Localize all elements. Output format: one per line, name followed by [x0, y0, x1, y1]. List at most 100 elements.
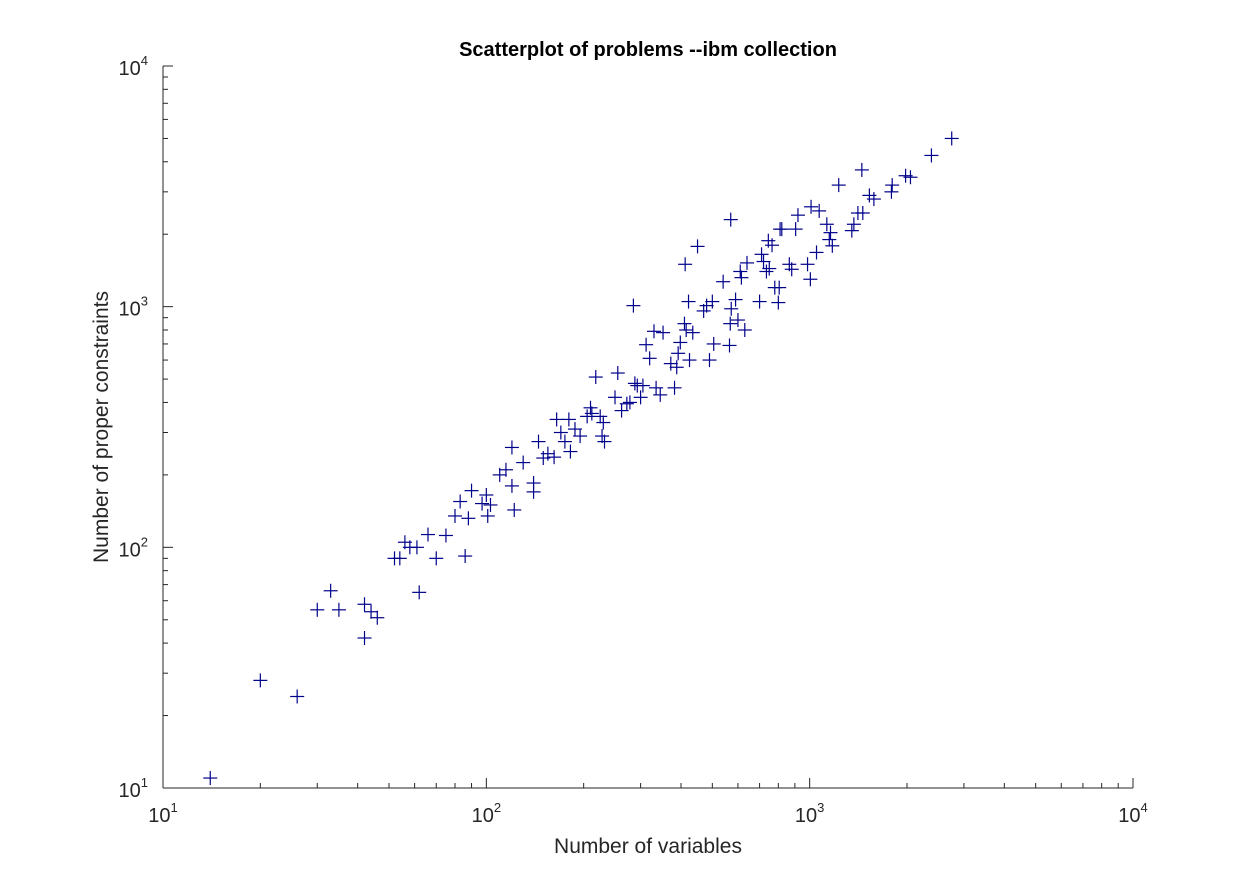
x-tick-label: 102 [472, 800, 501, 827]
data-point [593, 409, 608, 424]
data-point [584, 406, 599, 421]
data-point [504, 478, 519, 493]
data-point [696, 303, 711, 318]
data-point [667, 380, 682, 395]
data-point [669, 360, 684, 375]
data-point [822, 232, 837, 247]
data-point [790, 208, 805, 223]
data-point [733, 264, 748, 279]
data-point [290, 689, 305, 704]
data-point [774, 222, 789, 237]
data-point [844, 223, 859, 238]
data-point [331, 602, 346, 617]
data-point [681, 294, 696, 309]
data-point [804, 199, 819, 214]
data-point [547, 450, 562, 465]
data-point [812, 203, 827, 218]
data-point [679, 322, 694, 337]
data-point [754, 247, 769, 262]
data-point [563, 444, 578, 459]
data-point [635, 378, 650, 393]
axis-tick-labels: 101 102 103 104 101 102 103 104 [119, 53, 1148, 827]
data-point [597, 434, 612, 449]
data-point [730, 313, 745, 328]
data-point [253, 673, 268, 688]
data-point [690, 239, 705, 254]
data-point [553, 425, 568, 440]
y-tick-label: 101 [119, 775, 148, 802]
data-point [608, 390, 623, 405]
data-point [772, 280, 787, 295]
data-point [461, 511, 476, 526]
data-point [656, 325, 671, 340]
data-point [526, 476, 541, 491]
data-point [646, 324, 661, 339]
x-tick-label: 104 [1118, 800, 1147, 827]
data-point [723, 316, 738, 331]
data-point [924, 148, 939, 163]
data-point [788, 222, 803, 237]
data-point [734, 270, 749, 285]
data-point [823, 225, 838, 240]
plot-background [163, 66, 1133, 788]
data-point [653, 387, 668, 402]
data-point [855, 206, 870, 221]
data-point [323, 583, 338, 598]
x-tick-label: 103 [795, 800, 824, 827]
x-tick-label: 101 [148, 800, 177, 827]
data-point [392, 551, 407, 566]
data-point [429, 551, 444, 566]
data-point [682, 353, 697, 368]
data-point [516, 455, 531, 470]
axes [162, 66, 1133, 789]
data-point [705, 294, 720, 309]
data-point [409, 540, 424, 555]
data-point [464, 483, 479, 498]
data-point [420, 527, 435, 542]
data-point [854, 162, 869, 177]
data-point [588, 370, 603, 385]
y-tick-label: 103 [119, 294, 148, 321]
data-point [809, 245, 824, 260]
data-point [819, 217, 834, 232]
data-point [673, 335, 688, 350]
data-point [561, 412, 576, 427]
data-point [800, 257, 815, 272]
data-point [716, 274, 731, 289]
data-point [639, 337, 654, 352]
data-point [583, 400, 598, 415]
data-point [663, 356, 678, 371]
data-point [498, 462, 513, 477]
data-point [765, 238, 780, 253]
data-point [633, 390, 648, 405]
data-point [504, 440, 519, 455]
data-point [903, 170, 918, 185]
data-point [885, 178, 900, 193]
data-point [759, 264, 774, 279]
x-axis-title: Number of variables [554, 835, 742, 858]
data-point [310, 602, 325, 617]
data-point [825, 238, 840, 253]
data-point [728, 292, 743, 307]
data-points [203, 131, 959, 786]
data-point [642, 351, 657, 366]
data-point [723, 212, 738, 227]
data-point [706, 336, 721, 351]
data-point [627, 376, 642, 391]
data-point [370, 610, 385, 625]
data-point [678, 257, 693, 272]
data-point [724, 301, 739, 316]
data-point [803, 272, 818, 287]
data-point [357, 631, 372, 646]
data-point [884, 184, 899, 199]
data-point [475, 496, 490, 511]
data-point [357, 597, 372, 612]
data-point [447, 508, 462, 523]
data-point [622, 395, 637, 410]
data-point [771, 295, 786, 310]
data-point [453, 494, 468, 509]
data-point [784, 262, 799, 277]
data-point [671, 346, 686, 361]
data-point [722, 338, 737, 353]
